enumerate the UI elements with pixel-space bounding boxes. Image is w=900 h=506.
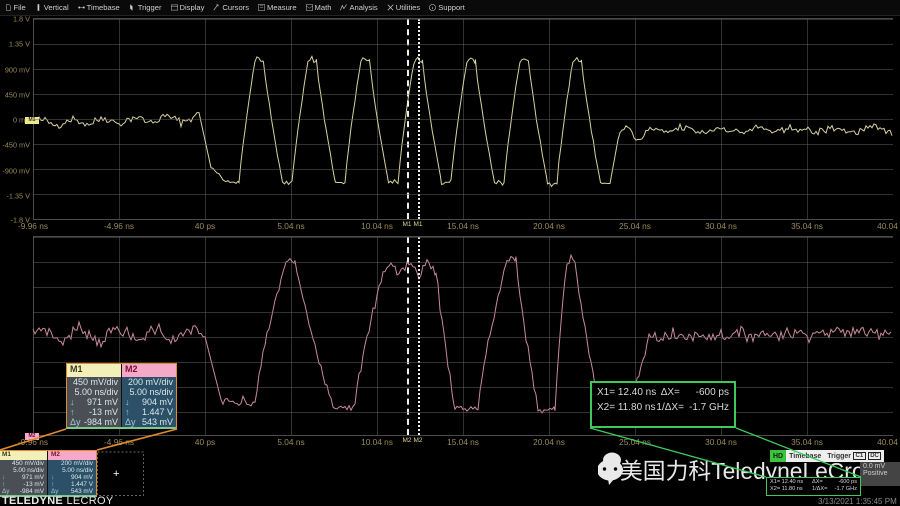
svg-text:+: +: [113, 468, 119, 480]
